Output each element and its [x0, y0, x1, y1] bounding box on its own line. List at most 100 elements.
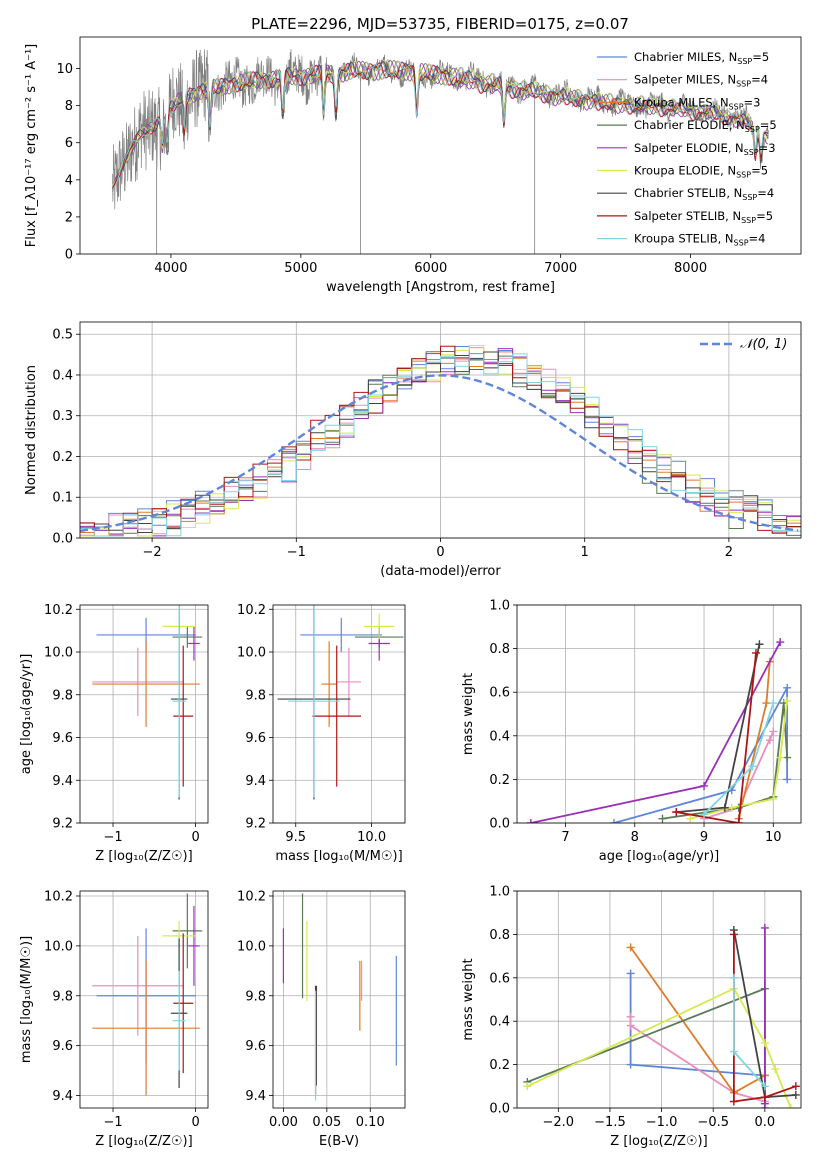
data-point — [658, 814, 667, 823]
data-point — [336, 647, 361, 717]
y-tick-label: 9.2 — [52, 817, 73, 832]
x-tick-label: −0.5 — [697, 1115, 729, 1130]
series-line — [689, 700, 788, 820]
x-axis-label: Z [log₁₀(Z/Z☉)] — [610, 1134, 707, 1149]
series-chabrier-miles — [609, 683, 792, 823]
series-salpeter-stelib — [672, 648, 760, 823]
data-point — [783, 753, 792, 762]
y-tick-label: 9.8 — [52, 989, 73, 1004]
y-tick-label: 10.0 — [44, 646, 73, 661]
data-point — [188, 626, 200, 661]
y-tick-label: 10.0 — [237, 646, 266, 661]
y-tick-label: 1.0 — [489, 885, 510, 900]
data-point — [751, 648, 760, 657]
y-tick-label: 10.0 — [44, 939, 73, 954]
y-tick-label: 9.6 — [245, 731, 266, 746]
data-point — [776, 638, 785, 647]
legend-entry: Chabrier STELIB, NSSP=4 — [634, 186, 774, 202]
data-point — [172, 893, 203, 969]
x-axis-label: Z [log₁₀(Z/Z☉)] — [95, 849, 192, 864]
y-tick-label: 10.2 — [237, 889, 266, 904]
histogram-chabrier-stelib — [80, 351, 801, 533]
y-tick-label: 8 — [65, 99, 73, 114]
legend-entry: Chabrier MILES, NSSP=5 — [634, 50, 769, 66]
legend-entry: 𝒩(0, 1) — [740, 337, 787, 352]
y-tick-label: 9.4 — [245, 1089, 266, 1104]
data-point — [769, 727, 778, 736]
series-kroupa-stelib — [700, 699, 778, 819]
series-line — [526, 987, 792, 1108]
axes-frame — [79, 321, 802, 539]
y-tick-label: 9.6 — [52, 1039, 73, 1054]
data-point — [672, 808, 681, 817]
histogram-kroupa-stelib — [80, 353, 801, 537]
x-tick-label: 0 — [191, 1115, 199, 1130]
data-point — [626, 1021, 635, 1030]
data-point — [364, 613, 395, 640]
data-point — [765, 736, 774, 745]
data-point — [783, 775, 792, 784]
x-tick-label: −2.0 — [543, 1115, 575, 1130]
series-line — [613, 687, 788, 823]
y-tick-label: 9.4 — [52, 1089, 73, 1104]
y-tick-label: 0.2 — [489, 1058, 510, 1073]
figure-title: PLATE=2296, MJD=53735, FIBERID=0175, z=0… — [251, 15, 629, 33]
y-tick-label: 0.4 — [52, 368, 73, 383]
y-tick-label: 9.2 — [245, 817, 266, 832]
x-axis-label: E(B-V) — [319, 1134, 359, 1149]
age-vs-mass-panel: 9.5 10.0 9.2 9.4 9.6 9.8 10.0 10.2 mass [log₁₀(M… — [237, 603, 406, 864]
y-tick-label: 0.0 — [489, 1102, 510, 1117]
series-line — [526, 987, 766, 1098]
data-point — [755, 640, 764, 649]
data-point — [172, 626, 203, 648]
data-point — [748, 762, 757, 771]
y-axis-label: age [log₁₀(age/yr)] — [19, 654, 34, 775]
data-point — [173, 645, 194, 787]
x-tick-label: 0.0 — [755, 1115, 776, 1130]
x-axis-label: age [log₁₀(age/yr)] — [599, 849, 720, 864]
axes-frame — [79, 890, 209, 1109]
data-point — [769, 699, 778, 708]
series-line — [676, 652, 757, 823]
plot-area — [526, 638, 792, 823]
y-tick-label: 0.6 — [489, 971, 510, 986]
data-point — [92, 647, 184, 717]
x-tick-label: 6000 — [414, 261, 447, 276]
legend-entry: Salpeter MILES, NSSP=4 — [634, 73, 768, 89]
grid — [80, 605, 208, 824]
weight-vs-age-panel: 7 8 9 10 0.0 0.2 0.4 0.6 0.8 1.0 age [log₁₀(age/yr… — [461, 599, 802, 864]
plot-area — [92, 893, 203, 1096]
x-tick-label: 1 — [581, 545, 589, 560]
grid — [273, 605, 405, 824]
x-tick-label: 10 — [765, 830, 782, 845]
x-tick-label: 10.0 — [357, 830, 386, 845]
data-point — [700, 810, 709, 819]
normal-distribution-curve — [80, 374, 799, 533]
data-point — [321, 641, 337, 727]
x-tick-label: −1.5 — [594, 1115, 626, 1130]
x-tick-label: −1 — [103, 830, 122, 845]
data-point — [783, 683, 792, 692]
model-spectrum-kroupa-stelib — [112, 60, 769, 191]
x-tick-label: −1 — [287, 545, 306, 560]
y-tick-label: 0.4 — [489, 1015, 510, 1030]
y-tick-label: 2 — [65, 210, 73, 225]
model-spectrum-chabrier-stelib — [112, 61, 769, 190]
model-spectrum-salpeter-elodie — [112, 59, 769, 188]
x-tick-label: −1 — [103, 1115, 122, 1130]
axes-frame — [516, 604, 802, 824]
residual-histogram-panel: −2 −1 0 1 2 0.0 0.1 0.2 0.3 0.4 0.5 (data-model)/er… — [24, 321, 802, 579]
legend-entry: Salpeter ELODIE, NSSP=3 — [634, 141, 776, 157]
x-tick-label: 7 — [561, 830, 569, 845]
data-point — [734, 803, 743, 812]
y-tick-label: 0.1 — [52, 491, 73, 506]
y-tick-label: 9.8 — [245, 989, 266, 1004]
data-point — [626, 1060, 635, 1069]
y-tick-label: 0.3 — [52, 409, 73, 424]
y-axis-label: mass [log₁₀(M/M☉)] — [19, 936, 34, 1063]
data-point — [771, 1064, 780, 1073]
plot-area — [282, 893, 397, 1101]
y-tick-label: 10.0 — [237, 939, 266, 954]
data-point — [734, 819, 743, 823]
